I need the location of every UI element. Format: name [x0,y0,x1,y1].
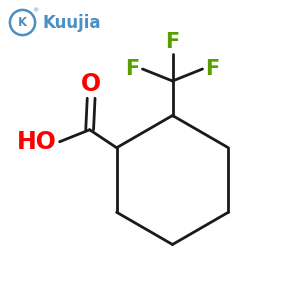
Text: HO: HO [17,130,57,154]
Text: F: F [125,59,140,79]
Text: Kuujia: Kuujia [42,14,100,32]
Text: O: O [81,72,101,96]
Text: F: F [206,59,220,79]
Text: K: K [18,16,27,29]
Text: F: F [165,32,180,52]
Text: ®: ® [33,8,39,13]
